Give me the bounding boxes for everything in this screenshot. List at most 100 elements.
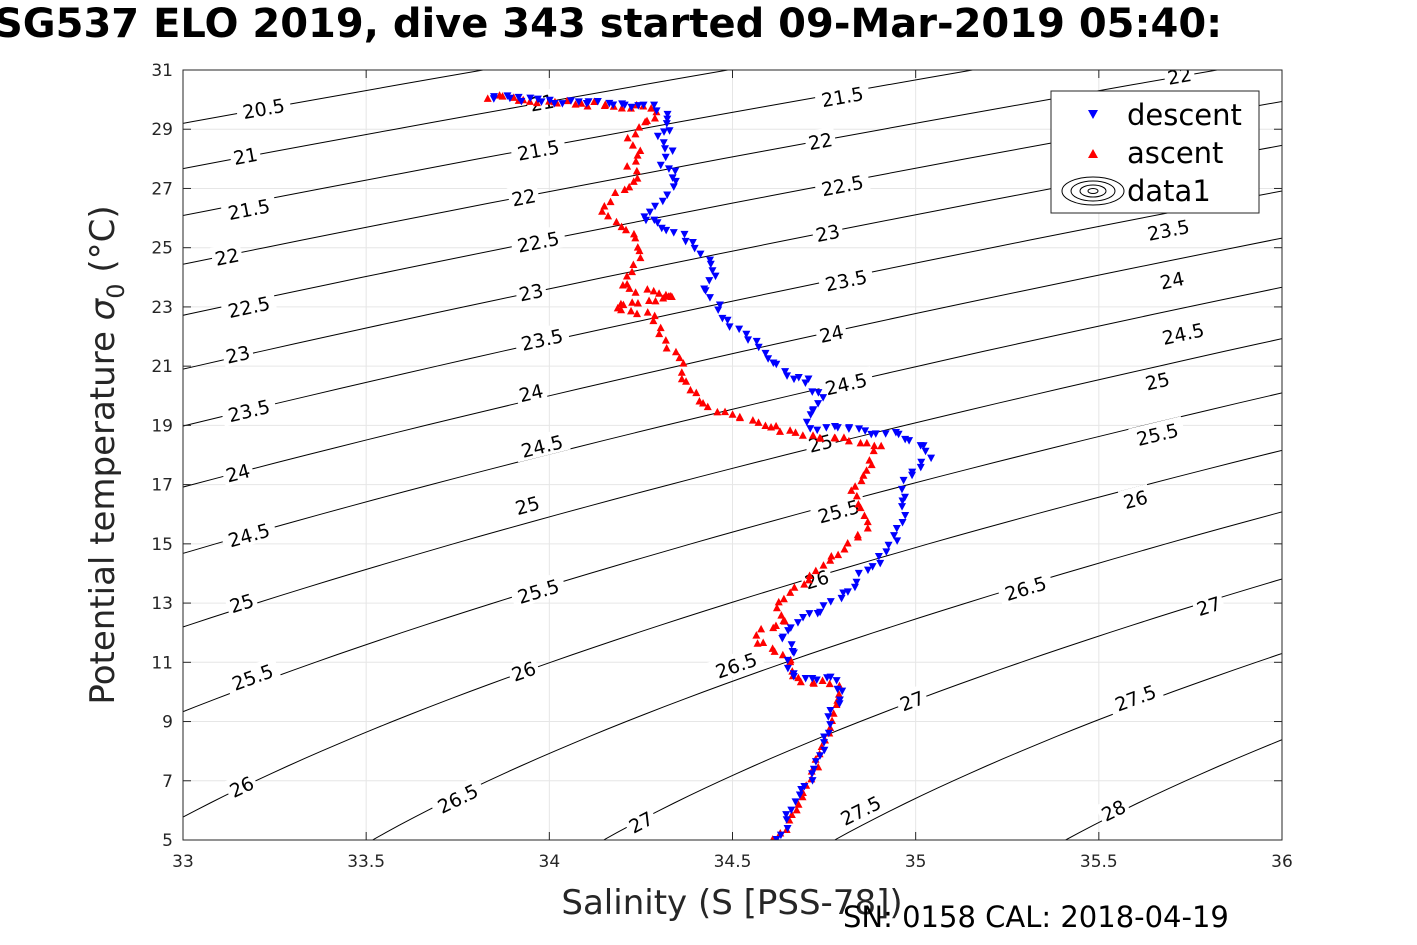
- ascent-point: [804, 575, 813, 584]
- contour-label-text: 23: [517, 280, 545, 307]
- descent-point: [814, 389, 823, 397]
- ascent-point: [643, 285, 652, 293]
- ascent-point: [805, 571, 814, 579]
- descent-point: [681, 237, 690, 246]
- descent-point: [832, 677, 841, 685]
- x-tick-label: 35.5: [1080, 852, 1118, 872]
- contour-label-text: 22: [1166, 64, 1194, 90]
- descent-point: [783, 664, 792, 673]
- ascent-point: [778, 650, 787, 659]
- descent-point: [814, 400, 823, 408]
- ascent-point: [650, 113, 659, 122]
- ascent-point: [852, 491, 861, 500]
- contour-label-bg: [893, 684, 930, 716]
- ascent-point: [829, 709, 838, 717]
- ascent-point: [857, 476, 866, 485]
- descent-point: [680, 230, 689, 239]
- contour-label: 26: [1117, 483, 1153, 514]
- contour-label-text: 22: [213, 244, 241, 270]
- contour-line: [183, 392, 1282, 713]
- descent-point: [651, 202, 660, 211]
- contour-label-text: 24: [517, 380, 546, 407]
- legend-ascent-label: ascent: [1127, 136, 1223, 170]
- ascent-point: [611, 188, 620, 196]
- descent-point: [882, 548, 891, 556]
- ascent-point: [659, 293, 668, 302]
- chart-title: SG537 ELO 2019, dive 343 started 09-Mar-…: [0, 4, 1417, 44]
- contour-label: 21: [228, 141, 262, 170]
- legend: descent ascent data1: [1050, 90, 1260, 214]
- ascent-point: [736, 413, 745, 422]
- ascent-point: [844, 436, 853, 445]
- contour-label-bg: [219, 289, 278, 323]
- descent-point: [660, 128, 669, 136]
- descent-point: [782, 816, 791, 824]
- descent-point: [696, 250, 705, 259]
- descent-point: [663, 191, 672, 199]
- ascent-point: [772, 603, 781, 612]
- legend-contour-label: data1: [1127, 174, 1211, 208]
- descent-point: [789, 649, 798, 657]
- ascent-point: [649, 316, 658, 325]
- descent-point: [813, 609, 822, 618]
- descent-point: [526, 94, 535, 103]
- contour-label: 22: [209, 241, 244, 271]
- ascent-point: [601, 100, 610, 108]
- ascent-point: [671, 347, 680, 356]
- y-tick-label: 5: [162, 831, 173, 851]
- contour-label: 24: [513, 377, 548, 407]
- contour-label-bg: [220, 192, 278, 225]
- descent-point: [723, 316, 732, 325]
- legend-ascent-marker: [1088, 149, 1098, 158]
- descent-point: [778, 634, 787, 643]
- ascent-point: [590, 97, 599, 106]
- contour-label-bg: [512, 427, 571, 463]
- descent-point: [505, 94, 514, 103]
- ascent-point: [636, 253, 645, 262]
- descent-point: [808, 388, 817, 396]
- descent-point: [793, 619, 802, 627]
- descent-point: [898, 497, 907, 505]
- y-tick-label: 27: [151, 179, 173, 199]
- contour-label-bg: [223, 656, 282, 696]
- descent-point: [701, 287, 710, 295]
- descent-point: [892, 524, 901, 533]
- contour-label-bg: [798, 563, 835, 594]
- contour-label-bg: [513, 277, 548, 305]
- contour-label-bg: [234, 91, 292, 124]
- contour-label-bg: [803, 126, 837, 154]
- ascent-point: [752, 631, 761, 639]
- descent-point: [838, 687, 847, 696]
- ascent-point: [798, 792, 807, 801]
- ascent-point: [679, 359, 688, 367]
- ascent-point: [571, 100, 580, 108]
- descent-point: [650, 101, 659, 110]
- ascent-point: [796, 677, 805, 686]
- descent-point: [826, 707, 835, 715]
- ascent-point: [628, 298, 637, 306]
- descent-point: [671, 177, 680, 186]
- descent-point: [820, 733, 829, 741]
- descent-point: [742, 330, 751, 339]
- contour-label-bg: [817, 366, 875, 400]
- y-axis-label-sigma: σ: [83, 297, 123, 320]
- contour-label: 23: [513, 277, 548, 307]
- contour-label-bg: [813, 80, 871, 112]
- ascent-point: [627, 306, 636, 315]
- descent-point: [661, 153, 670, 162]
- contour-label: 25: [509, 489, 545, 520]
- descent-point: [669, 183, 678, 191]
- descent-point: [809, 765, 818, 774]
- contour-label-bg: [219, 516, 278, 553]
- ascent-point: [870, 441, 879, 450]
- ascent-point: [786, 426, 795, 434]
- ascent-point: [834, 550, 843, 559]
- ascent-point: [869, 446, 878, 455]
- y-tick-label: 13: [151, 594, 173, 614]
- descent-point: [898, 519, 907, 527]
- descent-point: [835, 700, 844, 708]
- x-tick-label: 33.5: [347, 852, 385, 872]
- ascent-point: [635, 123, 644, 131]
- ascent-point: [677, 368, 686, 376]
